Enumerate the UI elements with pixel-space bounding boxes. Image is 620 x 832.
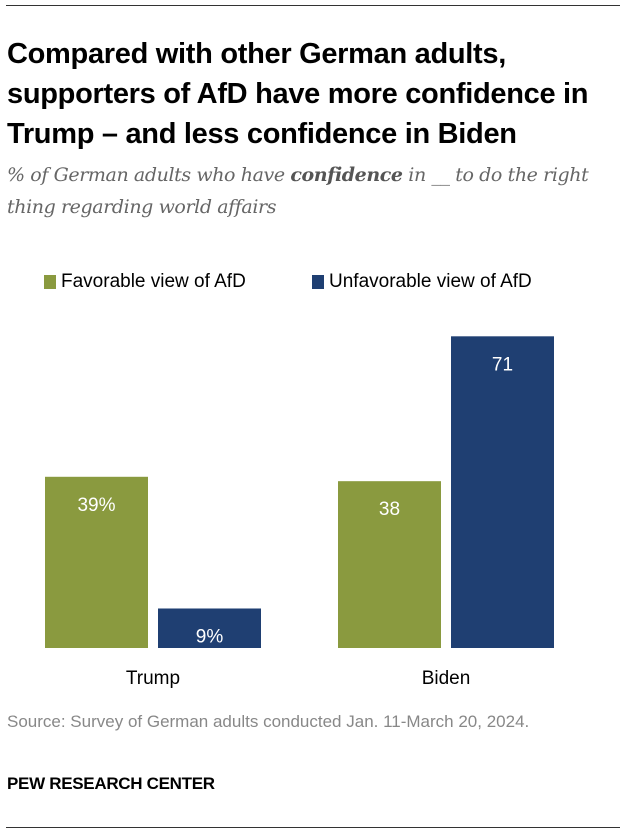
data-label: 71: [492, 354, 513, 375]
subtitle-part: % of German adults who have: [7, 164, 291, 186]
legend-swatch-unfavorable: [312, 275, 324, 289]
bar-trump-unfavorable: [158, 608, 261, 648]
subtitle-part: in __ to do the right thing regarding wo…: [7, 164, 589, 218]
legend-swatch-favorable: [44, 275, 56, 289]
data-label: 39%: [77, 495, 115, 516]
bottom-rule: [6, 827, 620, 828]
bar-biden-favorable: [338, 481, 441, 648]
bar-trump-favorable: [45, 476, 148, 648]
bar-biden-unfavorable: [451, 336, 554, 648]
bar-chart: 39% 9% Trump 38 71 Biden: [45, 336, 554, 689]
legend-item-favorable: Favorable view of AfD: [44, 271, 246, 293]
subtitle-emphasis: confidence: [290, 164, 403, 186]
legend-label: Unfavorable view of AfD: [329, 271, 532, 292]
data-label: 38: [379, 499, 400, 520]
source-note: Source: Survey of German adults conducte…: [7, 712, 530, 731]
brand-logo-text: PEW RESEARCH CENTER: [7, 774, 215, 793]
chart-title: Compared with other German adults, suppo…: [7, 38, 589, 150]
category-label: Trump: [126, 668, 180, 689]
data-label: 9%: [196, 626, 224, 647]
top-rule: [6, 5, 620, 6]
legend-item-unfavorable: Unfavorable view of AfD: [312, 271, 532, 293]
chart-subtitle: % of German adults who have confidence i…: [7, 159, 607, 223]
legend-label: Favorable view of AfD: [61, 271, 246, 292]
category-label: Biden: [422, 668, 471, 689]
